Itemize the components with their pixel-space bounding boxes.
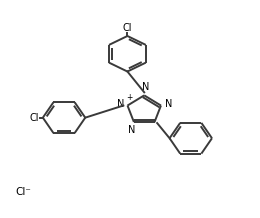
Text: N: N — [165, 99, 172, 109]
Text: N: N — [116, 99, 124, 109]
Text: N: N — [142, 82, 149, 92]
Text: +: + — [126, 94, 133, 102]
Text: Cl: Cl — [30, 113, 40, 123]
Text: Cl⁻: Cl⁻ — [15, 187, 31, 197]
Text: N: N — [128, 126, 135, 135]
Text: Cl: Cl — [123, 23, 132, 33]
